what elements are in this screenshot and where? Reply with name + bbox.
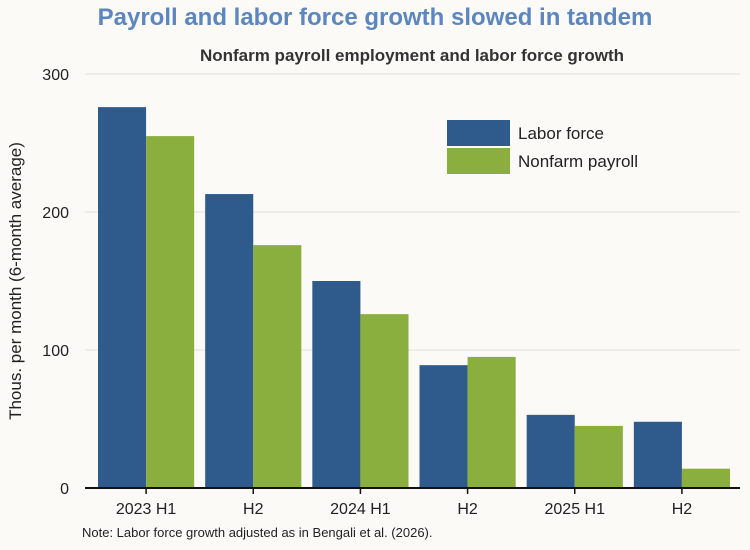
legend-swatch: [447, 120, 510, 146]
legend: Labor force Nonfarm payroll: [447, 120, 638, 174]
legend-swatch: [447, 148, 510, 174]
legend-label: Nonfarm payroll: [518, 152, 638, 171]
bar-nonfarm-payroll: [574, 425, 623, 488]
x-tick-label: H2: [457, 501, 478, 518]
x-tick-label: H2: [672, 501, 693, 518]
legend-label: Labor force: [518, 124, 604, 143]
y-tick-label: 0: [60, 481, 69, 498]
chart-note: Note: Labor force growth adjusted as in …: [82, 525, 433, 540]
bar-nonfarm-payroll: [681, 468, 730, 488]
bar-labor-force: [312, 281, 361, 488]
y-tick-label: 200: [42, 205, 69, 222]
bar-labor-force: [205, 194, 254, 488]
y-tick-label: 300: [42, 67, 69, 84]
x-tick-label: H2: [243, 501, 264, 518]
bar-nonfarm-payroll: [360, 314, 409, 488]
bar-labor-force: [98, 107, 147, 489]
chart-subtitle: Nonfarm payroll employment and labor for…: [199, 46, 625, 65]
x-tick-label: 2025 H1: [545, 501, 606, 518]
bar-labor-force: [419, 365, 468, 488]
bar-nonfarm-payroll: [467, 356, 516, 488]
bar-nonfarm-payroll: [146, 136, 195, 488]
y-tick-label: 100: [42, 343, 69, 360]
y-axis-label: Thous. per month (6-month average): [6, 142, 25, 420]
bar-nonfarm-payroll: [253, 245, 302, 488]
chart-title: Payroll and labor force growth slowed in…: [97, 4, 653, 31]
bar-labor-force: [633, 421, 682, 488]
x-tick-label: 2024 H1: [330, 501, 391, 518]
x-tick-label: 2023 H1: [116, 501, 177, 518]
bar-labor-force: [526, 414, 575, 488]
